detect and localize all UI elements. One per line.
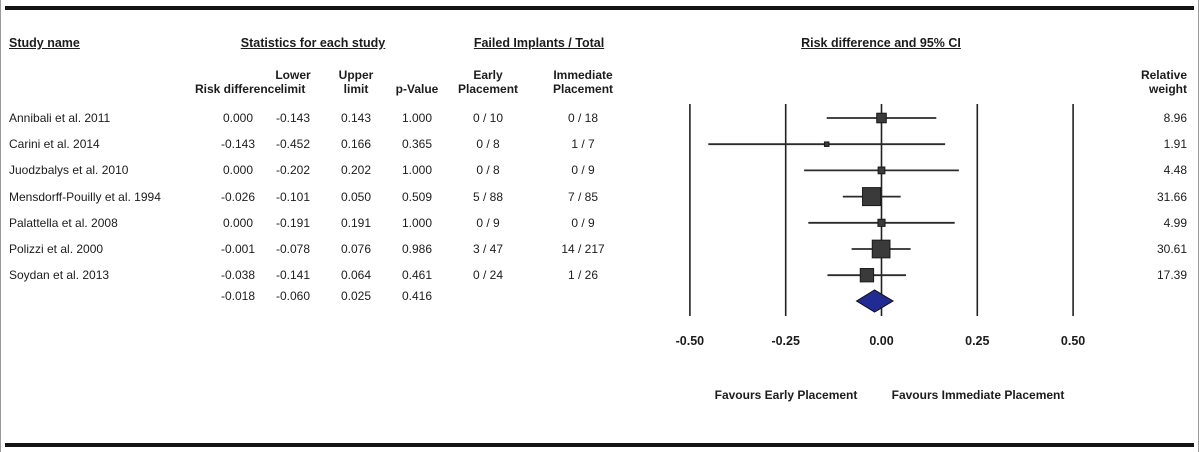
table-row: Juodzbalys et al. 2010 0.000 -0.202 0.202 1.… xyxy=(1,162,1198,178)
immediate-placement-value: 0 / 9 xyxy=(571,215,595,230)
study-name-label: Annibali et al. 2011 xyxy=(9,111,111,125)
early-placement-value: 3 / 47 xyxy=(472,242,504,256)
p-value: 0.986 xyxy=(401,242,433,256)
risk-difference-value: 0.000 xyxy=(222,215,254,230)
summary-row: -0.018 -0.060 0.025 0.416 xyxy=(1,288,1198,304)
lower-limit-value: -0.143 xyxy=(275,111,311,125)
lower-limit-value: -0.452 xyxy=(275,137,311,152)
study-name-label: Polizzi et al. 2000 xyxy=(9,242,104,256)
p-value: 1.000 xyxy=(401,215,433,230)
summary-lower-limit-value: -0.060 xyxy=(275,289,311,303)
column-header-lower-limit: Lower limit xyxy=(275,68,311,96)
immediate-placement-value: 7 / 85 xyxy=(567,189,599,204)
table-row: Annibali et al. 2011 0.000 -0.143 0.143 1.00… xyxy=(1,110,1198,126)
early-placement-value: 5 / 88 xyxy=(472,189,504,204)
column-header-immediate-placement: Immediate Placement xyxy=(552,68,614,96)
study-name-label: Juodzbalys et al. 2010 xyxy=(9,163,129,178)
lower-limit-value: -0.101 xyxy=(275,189,311,204)
p-value: 0.365 xyxy=(401,137,433,152)
p-value: 0.509 xyxy=(401,189,433,204)
plot-title: Risk difference and 95% CI xyxy=(801,36,961,50)
lower-limit-value: -0.078 xyxy=(275,242,311,256)
upper-limit-value: 0.064 xyxy=(340,268,372,283)
favours-left-label: Favours Early Placement xyxy=(714,388,858,402)
p-value: 0.461 xyxy=(401,268,433,283)
table-row: Mensdorff-Pouilly et al. 1994 -0.026 -0.10… xyxy=(1,189,1198,205)
summary-risk-difference-value: -0.018 xyxy=(220,289,256,303)
summary-upper-limit-value: 0.025 xyxy=(340,289,372,303)
relative-weight-value: 4.48 xyxy=(1163,163,1187,178)
risk-difference-value: -0.001 xyxy=(220,242,256,256)
risk-difference-value: -0.038 xyxy=(220,268,256,283)
relative-weight-value: 4.99 xyxy=(1163,215,1187,230)
table-row: Carini et al. 2014 -0.143 -0.452 0.166 0.365… xyxy=(1,136,1198,152)
favours-right-label: Favours Immediate Placement xyxy=(891,388,1065,402)
risk-difference-value: 0.000 xyxy=(222,163,254,178)
x-axis-tick-label: 0.00 xyxy=(869,334,894,348)
immediate-placement-value: 0 / 9 xyxy=(571,163,595,178)
p-value: 1.000 xyxy=(401,111,433,125)
upper-limit-value: 0.050 xyxy=(340,189,372,204)
column-group-statistics: Statistics for each study xyxy=(240,36,386,50)
x-axis-tick-label: 0.50 xyxy=(1060,334,1086,348)
early-placement-value: 0 / 8 xyxy=(476,163,500,178)
lower-limit-value: -0.202 xyxy=(275,163,311,178)
risk-difference-value: 0.000 xyxy=(222,111,254,125)
column-header-upper-limit: Upper limit xyxy=(338,68,374,96)
immediate-placement-value: 1 / 7 xyxy=(571,137,595,152)
x-axis-tick-label: 0.25 xyxy=(965,334,990,348)
top-rule xyxy=(5,6,1194,10)
relative-weight-value: 17.39 xyxy=(1156,268,1187,283)
immediate-placement-value: 0 / 18 xyxy=(567,111,599,125)
upper-limit-value: 0.143 xyxy=(340,111,372,125)
x-axis-tick-label: -0.25 xyxy=(771,334,800,348)
column-header-relative-weight: Relative weight xyxy=(1140,68,1187,96)
relative-weight-value: 8.96 xyxy=(1163,111,1187,125)
table-row: Palattella et al. 2008 0.000 -0.191 0.191 1.… xyxy=(1,215,1198,231)
p-value: 1.000 xyxy=(401,163,433,178)
immediate-placement-value: 14 / 217 xyxy=(561,242,605,256)
table-row: Polizzi et al. 2000 -0.001 -0.078 0.076 0.98… xyxy=(1,241,1198,257)
relative-weight-value: 30.61 xyxy=(1156,242,1187,256)
risk-difference-value: -0.026 xyxy=(220,189,256,204)
x-axis-tick-label: -0.50 xyxy=(675,334,705,348)
immediate-placement-value: 1 / 26 xyxy=(567,268,599,283)
column-header-risk-difference: Risk difference xyxy=(194,82,282,96)
early-placement-value: 0 / 9 xyxy=(476,215,500,230)
relative-weight-value: 1.91 xyxy=(1163,137,1187,152)
summary-p-value: 0.416 xyxy=(401,289,433,303)
upper-limit-value: 0.191 xyxy=(340,215,372,230)
early-placement-value: 0 / 24 xyxy=(472,268,504,283)
early-placement-value: 0 / 8 xyxy=(476,137,500,152)
study-name-label: Soydan et al. 2013 xyxy=(9,268,110,283)
early-placement-value: 0 / 10 xyxy=(472,111,504,125)
relative-weight-value: 31.66 xyxy=(1156,189,1187,204)
lower-limit-value: -0.141 xyxy=(275,268,311,283)
bottom-rule xyxy=(5,443,1194,447)
lower-limit-value: -0.191 xyxy=(275,215,311,230)
upper-limit-value: 0.202 xyxy=(340,163,372,178)
column-header-early-placement: Early Placement xyxy=(457,68,519,96)
column-header-study-name: Study name xyxy=(9,36,80,50)
column-header-p-value: p-Value xyxy=(395,82,439,96)
column-group-failed-implants: Failed Implants / Total xyxy=(473,36,605,50)
upper-limit-value: 0.076 xyxy=(340,242,372,256)
study-name-label: Palattella et al. 2008 xyxy=(9,215,118,230)
upper-limit-value: 0.166 xyxy=(340,137,372,152)
table-row: Soydan et al. 2013 -0.038 -0.141 0.064 0.461… xyxy=(1,267,1198,283)
study-name-label: Carini et al. 2014 xyxy=(9,137,100,152)
study-name-label: Mensdorff-Pouilly et al. 1994 xyxy=(9,189,161,204)
risk-difference-value: -0.143 xyxy=(220,137,256,152)
